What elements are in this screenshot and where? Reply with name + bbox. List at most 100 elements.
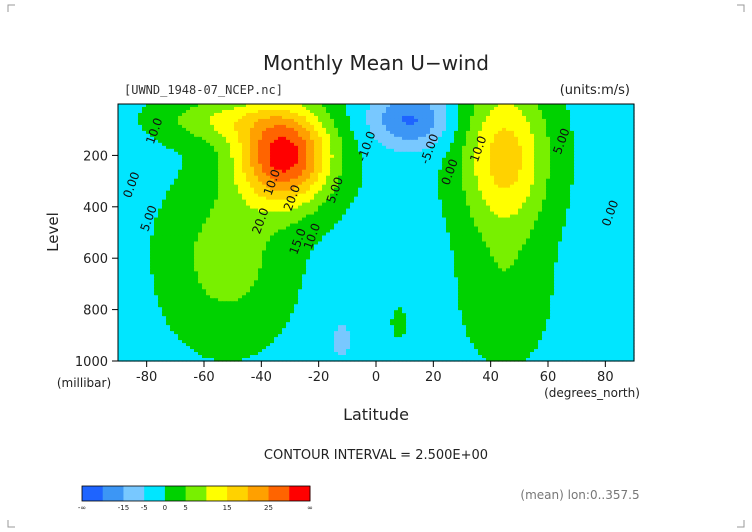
field-cell [242,190,247,195]
field-cell [382,104,387,108]
field-cell [418,202,423,207]
field-cell [302,169,307,174]
field-cell [334,163,339,168]
field-cell [562,169,567,174]
field-cell [122,169,127,174]
field-cell [258,133,263,138]
field-cell [202,121,207,126]
field-cell [590,124,595,129]
field-cell [418,214,423,219]
field-cell [622,187,627,192]
field-cell [342,208,347,213]
field-cell [490,109,495,114]
field-cell [538,184,543,189]
field-cell [438,211,443,216]
field-cell [482,169,487,174]
field-cell [306,121,311,126]
field-cell [442,208,447,213]
field-cell [398,157,403,162]
field-cell [226,208,231,213]
field-cell [486,124,491,129]
field-cell [318,208,323,213]
field-cell [386,214,391,219]
field-cell [326,127,331,132]
field-cell [578,169,583,174]
field-cell [362,193,367,198]
field-cell [626,106,631,111]
field-cell [230,109,235,114]
field-cell [494,187,499,192]
field-cell [466,130,471,135]
field-cell [462,208,467,213]
field-cell [486,106,491,111]
field-cell [522,121,527,126]
field-cell [262,127,267,132]
field-cell [410,160,415,165]
field-cell [510,142,515,147]
field-cell [506,199,511,204]
field-cell [602,208,607,213]
field-cell [506,145,511,150]
field-cell [622,133,627,138]
field-cell [562,118,567,123]
field-cell [358,187,363,192]
field-cell [582,104,587,108]
field-cell [198,166,203,171]
field-cell [630,205,635,210]
field-cell [238,112,243,117]
field-cell [306,217,311,222]
field-cell [146,130,151,135]
field-cell [414,181,419,186]
field-cell [150,142,155,147]
field-cell [318,136,323,141]
field-cell [130,139,135,144]
field-cell [254,181,259,186]
field-cell [354,169,359,174]
field-cell [378,193,383,198]
field-cell [594,121,599,126]
field-cell [526,175,531,180]
field-cell [570,154,575,159]
field-cell [598,211,603,216]
field-cell [142,196,147,201]
field-cell [206,193,211,198]
field-cell [218,133,223,138]
field-cell [474,154,479,159]
field-cell [282,118,287,123]
field-cell [442,193,447,198]
field-cell [438,163,443,168]
field-cell [206,211,211,216]
field-cell [358,196,363,201]
field-cell [202,196,207,201]
field-cell [354,166,359,171]
field-cell [226,130,231,135]
field-cell [390,160,395,165]
field-cell [242,115,247,120]
field-cell [390,166,395,171]
field-cell [486,121,491,126]
field-cell [310,157,315,162]
field-cell [382,184,387,189]
field-cell [522,145,527,150]
field-cell [142,133,147,138]
field-cell [294,139,299,144]
field-cell [622,124,627,129]
field-cell [366,109,371,114]
field-cell [210,127,215,132]
field-cell [402,172,407,177]
field-cell [406,196,411,201]
field-cell [610,109,615,114]
field-cell [242,163,247,168]
field-cell [558,187,563,192]
field-cell [466,104,471,108]
field-cell [270,190,275,195]
field-cell [462,196,467,201]
field-cell [170,175,175,180]
field-cell [170,163,175,168]
field-cell [422,163,427,168]
field-cell [234,172,239,177]
field-cell [378,196,383,201]
field-cell [234,193,239,198]
field-cell [398,190,403,195]
field-cell [258,121,263,126]
